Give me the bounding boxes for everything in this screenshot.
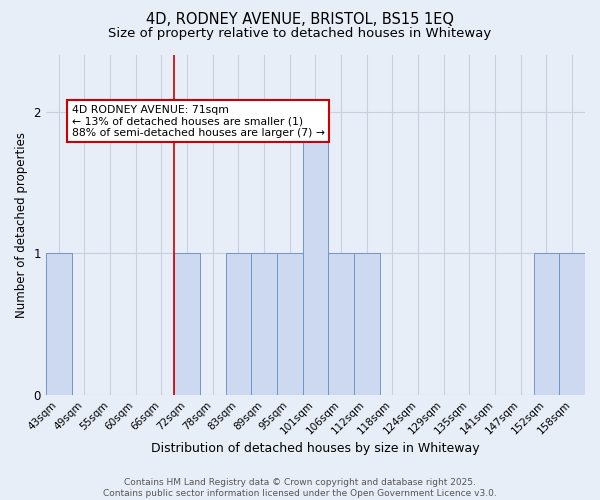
Bar xyxy=(46,253,71,394)
Text: 4D RODNEY AVENUE: 71sqm
← 13% of detached houses are smaller (1)
88% of semi-det: 4D RODNEY AVENUE: 71sqm ← 13% of detache… xyxy=(71,104,325,138)
Text: 4D, RODNEY AVENUE, BRISTOL, BS15 1EQ: 4D, RODNEY AVENUE, BRISTOL, BS15 1EQ xyxy=(146,12,454,28)
Bar xyxy=(302,112,328,395)
Bar xyxy=(226,253,251,394)
Bar xyxy=(354,253,380,394)
Bar xyxy=(251,253,277,394)
X-axis label: Distribution of detached houses by size in Whiteway: Distribution of detached houses by size … xyxy=(151,442,480,455)
Text: Contains HM Land Registry data © Crown copyright and database right 2025.
Contai: Contains HM Land Registry data © Crown c… xyxy=(103,478,497,498)
Bar xyxy=(533,253,559,394)
Text: Size of property relative to detached houses in Whiteway: Size of property relative to detached ho… xyxy=(109,28,491,40)
Y-axis label: Number of detached properties: Number of detached properties xyxy=(15,132,28,318)
Bar xyxy=(277,253,302,394)
Bar xyxy=(328,253,354,394)
Bar xyxy=(559,253,585,394)
Bar xyxy=(174,253,200,394)
